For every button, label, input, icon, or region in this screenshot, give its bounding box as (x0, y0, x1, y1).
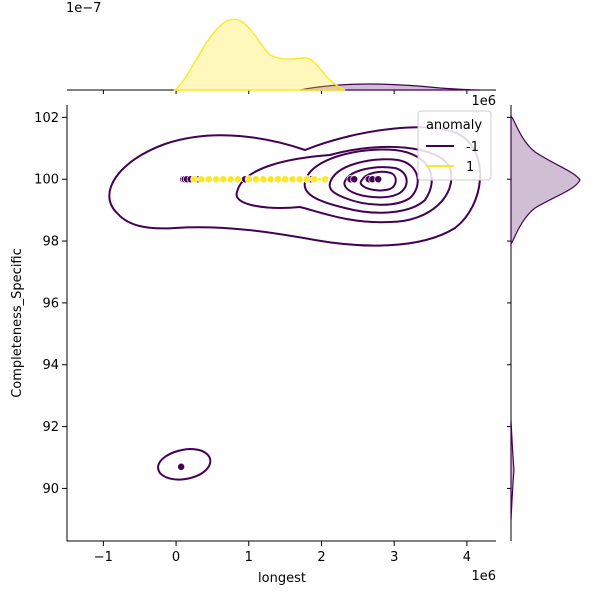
kde-contour (359, 170, 397, 192)
scatter-point (204, 175, 213, 184)
top-marginal-kde-1 (173, 18, 346, 91)
scatter-point (259, 175, 268, 184)
top-marginal-kde-neg1 (299, 83, 481, 91)
x-tick-label: 1 (245, 550, 253, 565)
joint-axes: −1 0 1 2 3 4 90 92 94 96 98 100 102 (34, 105, 496, 565)
scatter-point (177, 462, 186, 471)
x-axis-offset-label: 1e6 (471, 569, 496, 584)
scatter-point (350, 175, 359, 184)
x-axis-label: longest (258, 571, 306, 586)
scatter-point (310, 175, 319, 184)
y-tick-label: 96 (42, 296, 59, 311)
scatter-point (197, 175, 206, 184)
scatter-point (288, 175, 297, 184)
scatter-point (374, 175, 383, 184)
legend: anomaly -1 1 (417, 110, 492, 181)
kde-contour (235, 145, 453, 224)
scatter-point (226, 175, 235, 184)
x-tick-label: 4 (463, 550, 471, 565)
x-tick-label: 2 (317, 550, 325, 565)
scatter-point (266, 175, 275, 184)
scatter-point (219, 175, 228, 184)
y-tick-label: 100 (34, 173, 59, 188)
y-tick-label: 102 (34, 111, 59, 126)
scatter-point (321, 175, 330, 184)
x-axis-offset-label-top: 1e6 (471, 94, 496, 109)
scatter-point (244, 175, 253, 184)
right-marginal-kde-neg1-low (510, 419, 515, 521)
y-tick-label: 92 (42, 420, 59, 435)
y-tick-label: 94 (42, 358, 59, 373)
y-tick-label: 98 (42, 235, 59, 250)
kde-contour (157, 447, 212, 481)
scatter-point (212, 175, 221, 184)
top-marginal-offset-label: 1e−7 (66, 1, 101, 16)
right-marginal-kde (507, 105, 581, 541)
legend-label-neg1: -1 (466, 140, 479, 155)
y-tick-label: 90 (42, 482, 59, 497)
legend-frame (417, 110, 492, 181)
right-marginal-kde-neg1 (510, 114, 581, 246)
x-tick-label: 3 (390, 550, 398, 565)
y-axis-ticks: 90 92 94 96 98 100 102 (34, 111, 67, 497)
joint-spines (66, 105, 496, 542)
kde-contour (303, 148, 433, 214)
scatter-points (177, 175, 383, 471)
y-axis-label: Completeness_Specific (10, 248, 25, 398)
scatter-point (273, 175, 282, 184)
scatter-point (252, 175, 261, 184)
top-marginal-kde (67, 18, 496, 94)
scatter-point (281, 175, 290, 184)
kde-contour (328, 158, 419, 206)
scatter-point (295, 175, 304, 184)
legend-label-1: 1 (466, 160, 474, 175)
scatter-point (190, 175, 199, 184)
legend-title: anomaly (426, 118, 482, 133)
x-axis-ticks: −1 0 1 2 3 4 (94, 541, 471, 565)
scatter-point (233, 175, 242, 184)
x-tick-label: 0 (172, 550, 180, 565)
kde-contour (343, 166, 408, 199)
scatter-point (302, 175, 311, 184)
x-tick-label: −1 (94, 550, 113, 565)
